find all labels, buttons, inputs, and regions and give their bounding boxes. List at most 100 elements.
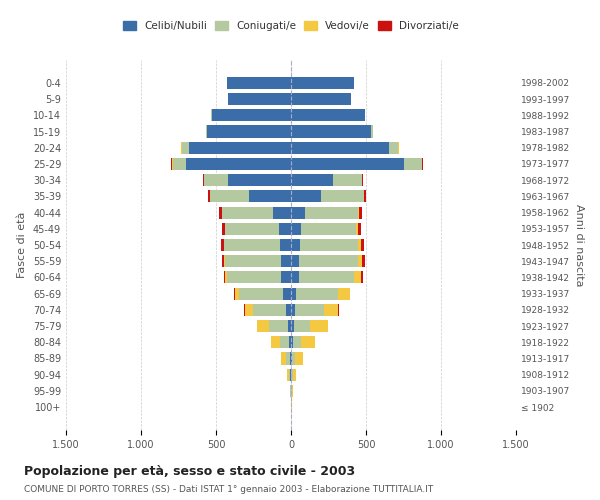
Bar: [358, 222, 361, 235]
Bar: [286, 352, 290, 364]
Bar: [291, 320, 294, 332]
Bar: [291, 255, 299, 268]
Bar: [273, 206, 291, 218]
Bar: [324, 304, 338, 316]
Bar: [249, 190, 291, 202]
Bar: [291, 206, 305, 218]
Bar: [292, 368, 293, 381]
Text: COMUNE DI PORTO TORRES (SS) - Dati ISTAT 1° gennaio 2003 - Elaborazione TUTTITAL: COMUNE DI PORTO TORRES (SS) - Dati ISTAT…: [24, 485, 433, 494]
Bar: [173, 158, 186, 170]
Bar: [356, 222, 358, 235]
Bar: [338, 288, 349, 300]
Bar: [227, 77, 291, 89]
Bar: [361, 272, 362, 283]
Bar: [389, 142, 398, 154]
Bar: [292, 385, 293, 397]
Bar: [333, 174, 361, 186]
Bar: [224, 239, 280, 251]
Bar: [279, 222, 291, 235]
Bar: [358, 255, 362, 268]
Bar: [299, 255, 358, 268]
Bar: [281, 255, 291, 268]
Bar: [291, 126, 371, 138]
Bar: [291, 77, 354, 89]
Bar: [208, 190, 210, 202]
Bar: [218, 206, 222, 218]
Bar: [281, 272, 291, 283]
Bar: [291, 336, 293, 348]
Bar: [301, 222, 356, 235]
Bar: [292, 352, 295, 364]
Text: Popolazione per età, sesso e stato civile - 2003: Popolazione per età, sesso e stato civil…: [24, 465, 355, 478]
Bar: [225, 272, 227, 283]
Bar: [291, 304, 295, 316]
Bar: [291, 288, 296, 300]
Bar: [269, 320, 288, 332]
Bar: [295, 352, 303, 364]
Bar: [358, 239, 361, 251]
Bar: [321, 190, 364, 202]
Bar: [291, 109, 365, 122]
Bar: [182, 142, 189, 154]
Bar: [398, 142, 400, 154]
Bar: [186, 158, 291, 170]
Bar: [225, 222, 279, 235]
Bar: [296, 288, 338, 300]
Bar: [189, 142, 291, 154]
Bar: [234, 288, 235, 300]
Bar: [362, 255, 365, 268]
Bar: [210, 190, 249, 202]
Bar: [291, 142, 389, 154]
Bar: [310, 320, 328, 332]
Bar: [225, 255, 281, 268]
Bar: [301, 336, 315, 348]
Bar: [291, 239, 300, 251]
Bar: [205, 126, 207, 138]
Bar: [291, 174, 333, 186]
Bar: [293, 368, 296, 381]
Bar: [207, 126, 291, 138]
Bar: [354, 272, 361, 283]
Bar: [295, 304, 324, 316]
Bar: [371, 126, 373, 138]
Bar: [422, 158, 424, 170]
Bar: [235, 288, 239, 300]
Y-axis label: Anni di nascita: Anni di nascita: [574, 204, 584, 286]
Bar: [291, 158, 404, 170]
Bar: [289, 336, 291, 348]
Bar: [283, 288, 291, 300]
Bar: [291, 222, 301, 235]
Bar: [280, 239, 291, 251]
Bar: [239, 288, 283, 300]
Bar: [362, 174, 364, 186]
Bar: [222, 206, 273, 218]
Bar: [290, 352, 291, 364]
Bar: [286, 304, 291, 316]
Bar: [305, 206, 358, 218]
Bar: [280, 336, 289, 348]
Bar: [228, 93, 291, 105]
Bar: [287, 368, 289, 381]
Bar: [361, 239, 364, 251]
Bar: [291, 272, 299, 283]
Bar: [291, 190, 321, 202]
Bar: [290, 368, 291, 381]
Bar: [224, 255, 225, 268]
Bar: [300, 239, 358, 251]
Bar: [257, 320, 269, 332]
Bar: [349, 288, 350, 300]
Bar: [245, 304, 253, 316]
Bar: [294, 320, 310, 332]
Bar: [358, 206, 359, 218]
Bar: [223, 272, 225, 283]
Bar: [288, 320, 291, 332]
Bar: [221, 239, 223, 251]
Bar: [203, 174, 204, 186]
Bar: [211, 109, 212, 122]
Bar: [227, 272, 281, 283]
Bar: [299, 272, 354, 283]
Legend: Celibi/Nubili, Coniugati/e, Vedovi/e, Divorziati/e: Celibi/Nubili, Coniugati/e, Vedovi/e, Di…: [119, 17, 463, 36]
Bar: [291, 93, 351, 105]
Bar: [221, 255, 224, 268]
Bar: [281, 352, 286, 364]
